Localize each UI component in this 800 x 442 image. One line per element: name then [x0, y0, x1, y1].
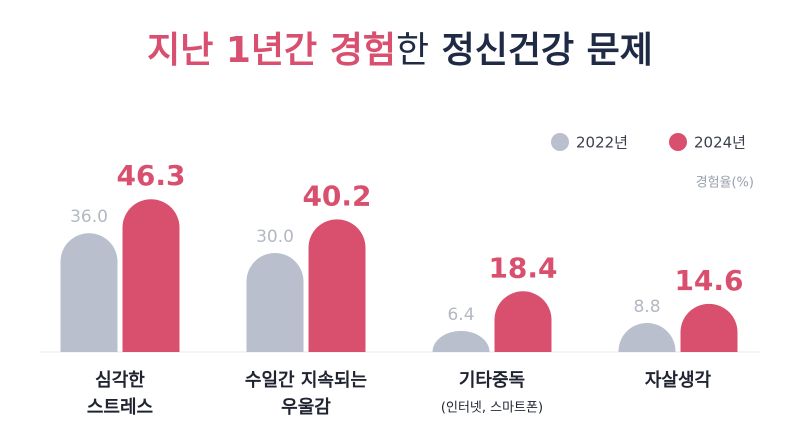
x-tick-label: 스트레스	[87, 397, 153, 418]
x-tick-label: 심각한	[95, 370, 145, 391]
x-tick-sublabel: (인터넷, 스마트폰)	[441, 401, 543, 416]
bar	[308, 219, 366, 352]
x-tick-label: 자살생각	[645, 370, 712, 391]
x-tick-label: 수일간 지속되는	[245, 370, 367, 391]
x-tick-label: 우울감	[281, 397, 331, 418]
bar	[60, 233, 118, 352]
value-label: 6.4	[447, 305, 474, 325]
legend-label: 2022년	[576, 134, 628, 152]
bar	[246, 253, 304, 352]
x-tick-label: 기타중독	[459, 370, 525, 391]
value-label: 36.0	[70, 207, 108, 227]
bar	[494, 291, 552, 352]
legend-label: 2024년	[694, 134, 746, 152]
bar	[122, 199, 180, 352]
value-label: 8.8	[633, 297, 660, 317]
bar	[432, 330, 490, 352]
value-label: 40.2	[302, 179, 371, 212]
value-label: 14.6	[674, 264, 743, 297]
value-label: 46.3	[116, 159, 185, 192]
unit-label: 경험율(%)	[696, 176, 754, 191]
bar	[680, 303, 738, 352]
bar	[618, 322, 676, 352]
legend-swatch	[669, 133, 687, 151]
value-label: 30.0	[256, 227, 294, 247]
chart-title: 지난 1년간 경험한 정신건강 문제	[147, 30, 653, 71]
value-label: 18.4	[488, 251, 557, 284]
legend-swatch	[551, 133, 569, 151]
